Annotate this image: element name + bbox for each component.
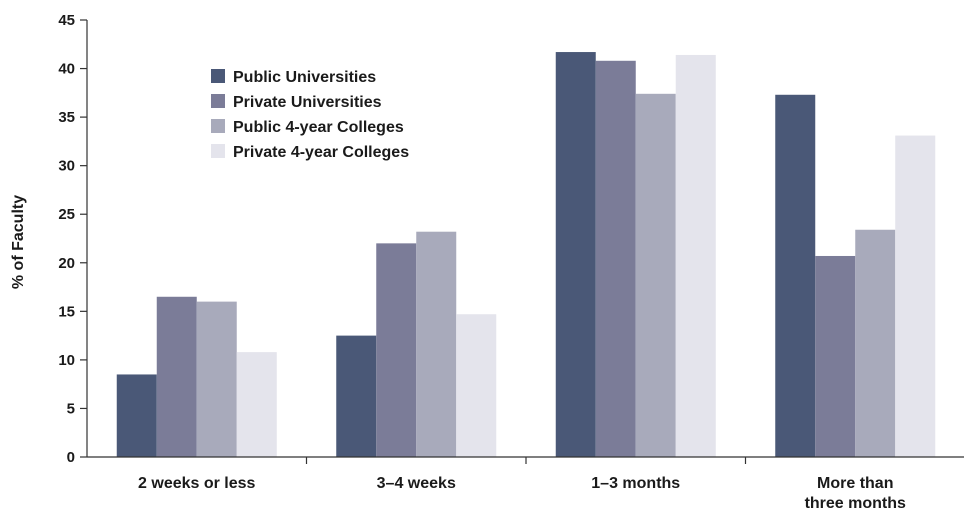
x-category-label: 3–4 weeks xyxy=(377,475,456,492)
legend-label: Public 4-year Colleges xyxy=(233,119,404,136)
legend-label: Private 4-year Colleges xyxy=(233,144,409,161)
x-category-label: 2 weeks or less xyxy=(138,475,256,492)
bar-public-universities-3 xyxy=(775,94,816,457)
labels-layer: 0 5 10 15 20 25 30 35 40 45 2 weeks or less 3–4 wee… xyxy=(58,12,906,512)
bar-private-4-year-colleges-1 xyxy=(456,314,497,457)
y-tick-label: 35 xyxy=(58,109,75,126)
bar-public-universities-0 xyxy=(116,374,157,457)
bar-private-universities-3 xyxy=(815,255,856,457)
x-category-label-line: 3–4 weeks xyxy=(377,475,456,492)
legend-label: Private Universities xyxy=(233,94,382,111)
bar-private-universities-0 xyxy=(156,296,197,457)
bars-layer xyxy=(116,52,936,458)
bar-public-4-year-colleges-0 xyxy=(196,301,237,457)
x-category-label: More than three months xyxy=(805,475,906,512)
y-tick-label: 5 xyxy=(67,400,75,417)
y-tick-label: 40 xyxy=(58,61,75,78)
legend-swatch xyxy=(211,144,225,158)
bar-public-4-year-colleges-1 xyxy=(416,231,457,457)
bar-private-universities-1 xyxy=(376,243,417,457)
x-category-label-line: 1–3 months xyxy=(591,475,680,492)
bar-public-4-year-colleges-2 xyxy=(635,93,676,457)
y-tick-label: 25 xyxy=(58,206,75,223)
y-tick-label: 0 xyxy=(67,449,75,466)
legend-swatch xyxy=(211,94,225,108)
y-tick-label: 45 xyxy=(58,12,75,29)
y-tick-label: 10 xyxy=(58,352,75,369)
bar-public-universities-1 xyxy=(336,335,377,457)
bar-private-4-year-colleges-0 xyxy=(236,352,277,457)
bar-public-4-year-colleges-3 xyxy=(855,229,896,457)
bar-private-universities-2 xyxy=(595,60,636,457)
bar-private-4-year-colleges-3 xyxy=(895,135,936,457)
x-category-label: 1–3 months xyxy=(591,475,680,492)
y-tick-label: 15 xyxy=(58,303,75,320)
axes-layer xyxy=(80,19,964,464)
x-category-label-line: three months xyxy=(805,495,906,512)
legend: Public Universities Private Universities P… xyxy=(211,69,409,161)
x-category-label-line: More than xyxy=(817,475,893,492)
legend-swatch xyxy=(211,69,225,83)
y-tick-label: 20 xyxy=(58,255,75,272)
bar-private-4-year-colleges-2 xyxy=(675,54,716,458)
legend-label: Public Universities xyxy=(233,69,376,86)
legend-swatch xyxy=(211,119,225,133)
y-axis-title: % of Faculty xyxy=(10,195,27,289)
bar-public-universities-2 xyxy=(555,52,596,458)
y-tick-label: 30 xyxy=(58,158,75,175)
x-category-label-line: 2 weeks or less xyxy=(138,475,256,492)
